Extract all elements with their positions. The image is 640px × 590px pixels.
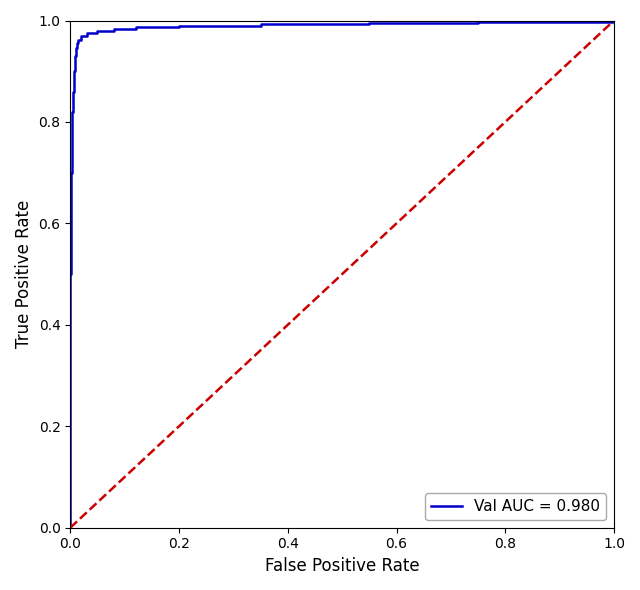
Val AUC = 0.980 — [474, 18, 482, 25]
X-axis label: False Positive Rate: False Positive Rate — [265, 557, 419, 575]
Val AUC = 0.980 — [69, 108, 77, 115]
Y-axis label: True Positive Rate: True Positive Rate — [15, 200, 33, 348]
Val AUC = 0.980 — [70, 78, 78, 85]
Line: Val AUC = 0.980: Val AUC = 0.980 — [70, 21, 614, 527]
Val AUC = 0.980 — [68, 169, 76, 176]
Val AUC = 0.980 — [68, 220, 76, 227]
Val AUC = 0.980 — [610, 17, 618, 24]
Val AUC = 0.980 — [175, 24, 183, 31]
Val AUC = 0.980 — [67, 524, 74, 531]
Legend: Val AUC = 0.980: Val AUC = 0.980 — [426, 493, 606, 520]
